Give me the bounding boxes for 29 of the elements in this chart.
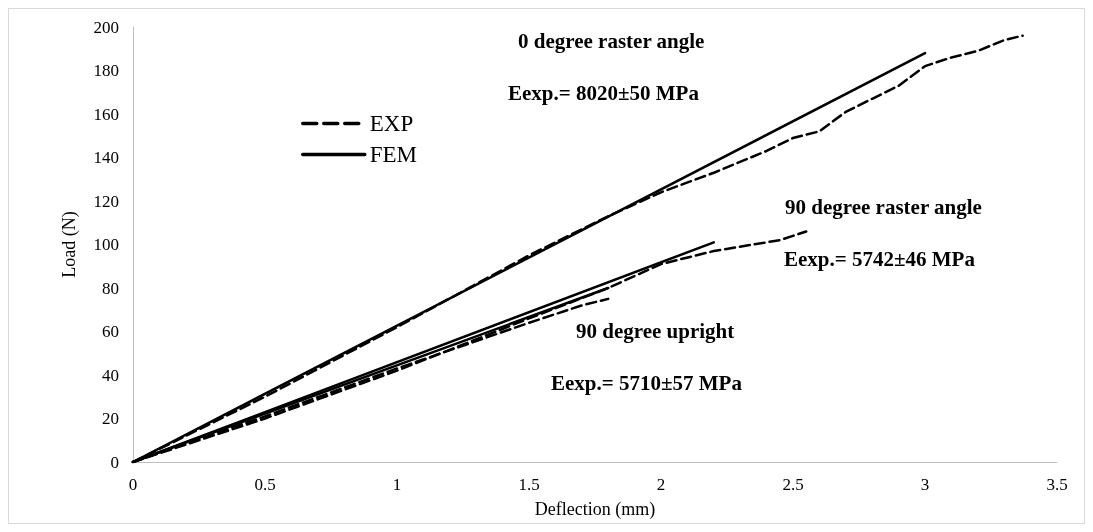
y-tick-label: 20 (102, 409, 119, 428)
y-tick-label: 100 (93, 235, 119, 254)
x-tick-label: 3 (920, 475, 930, 494)
y-axis-title: Load (N) (59, 211, 80, 278)
legend-label: FEM (369, 142, 418, 167)
annotation: Eexp.= 5742±46 MPa (784, 246, 976, 271)
legend-label: EXP (369, 111, 414, 136)
y-tick-label: 0 (110, 452, 119, 472)
y-tick-label: 40 (102, 365, 119, 385)
x-tick-label: 0.5 (254, 475, 276, 494)
annotation: 0 degree raster angle (518, 28, 705, 53)
x-tick-label: 1.5 (518, 475, 540, 494)
x-tick-label: 2.5 (782, 475, 804, 494)
y-tick-label: 140 (93, 148, 119, 167)
y-tick-label: 60 (102, 322, 119, 341)
x-tick-label: 2 (656, 475, 666, 494)
x-tick-label: 3.5 (1046, 475, 1068, 494)
x-tick-label: 0 (128, 475, 138, 494)
annotation: Eexp.= 8020±50 MPa (508, 80, 700, 105)
y-tick-label: 120 (93, 191, 119, 211)
annotation: Eexp.= 5710±57 MPa (551, 370, 743, 395)
annotation: 90 degree upright (576, 318, 735, 343)
x-tick-label: 1 (392, 475, 402, 494)
x-axis-title: Deflection (mm) (534, 499, 656, 520)
annotation: 90 degree raster angle (785, 194, 982, 219)
y-tick-label: 160 (93, 104, 119, 124)
y-tick-label: 80 (102, 278, 119, 298)
y-tick-label: 200 (93, 17, 119, 37)
y-tick-label: 180 (93, 61, 119, 80)
